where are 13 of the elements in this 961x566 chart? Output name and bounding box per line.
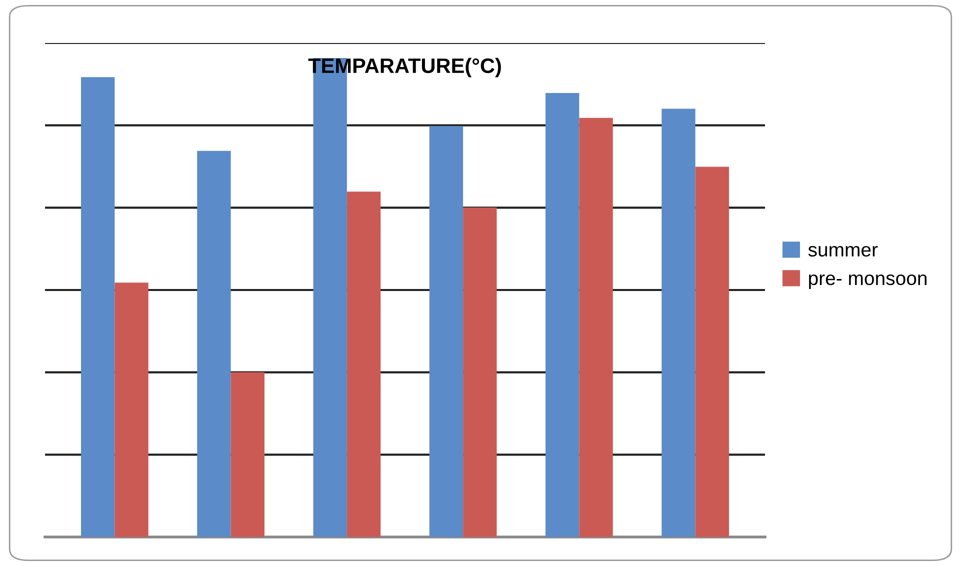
bar [114, 282, 148, 537]
bar [695, 166, 729, 537]
bar [546, 92, 580, 537]
bar [81, 77, 115, 537]
legend-label: summer [808, 246, 878, 257]
bar [662, 108, 696, 537]
bar [346, 192, 381, 537]
bar [197, 150, 231, 537]
legend-label: pre- monsoon [809, 274, 926, 289]
bar [429, 126, 464, 537]
bar [579, 118, 613, 537]
bar [230, 372, 264, 537]
bar [463, 207, 497, 537]
